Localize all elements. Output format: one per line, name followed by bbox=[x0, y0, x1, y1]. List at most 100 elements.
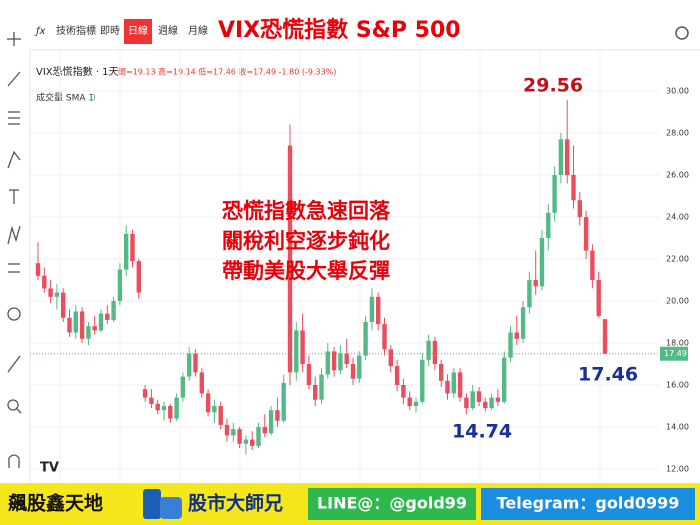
candle-body bbox=[149, 397, 154, 404]
toolbar-tab[interactable]: 月線 bbox=[188, 24, 208, 37]
candle-body bbox=[571, 175, 576, 201]
candle-body bbox=[306, 364, 312, 385]
annotation-note: 帶動美股大舉反彈 bbox=[222, 259, 390, 283]
candle-body bbox=[382, 324, 387, 350]
active-tab bbox=[124, 19, 152, 44]
toolbar-tab[interactable]: 技術指標 bbox=[56, 24, 96, 37]
candle-body bbox=[388, 349, 393, 367]
candle-body bbox=[483, 401, 488, 409]
candle-body bbox=[86, 326, 91, 339]
candle-body bbox=[155, 403, 160, 411]
candle-body bbox=[193, 353, 198, 373]
candle-body bbox=[533, 280, 538, 287]
candle-body bbox=[565, 139, 570, 175]
candle-body bbox=[61, 292, 66, 318]
candle-body bbox=[476, 391, 482, 402]
chart-title: VIX恐慌指數 S&P 500 bbox=[218, 17, 461, 43]
annotation-note: 恐慌指數急速回落 bbox=[222, 199, 391, 223]
candle-body bbox=[583, 217, 589, 251]
candle-body bbox=[514, 332, 519, 339]
tv-logo: TV bbox=[40, 461, 59, 476]
candle-body bbox=[256, 427, 261, 446]
toolbar-tab[interactable]: 週線 bbox=[158, 24, 178, 37]
y-tick-label: 14.00 bbox=[666, 423, 689, 432]
thumb-icon bbox=[160, 497, 182, 519]
annotation-note: 關稅利空逐步鈍化 bbox=[222, 229, 390, 253]
settings-icon[interactable] bbox=[675, 26, 689, 40]
candle-body bbox=[111, 301, 116, 320]
candle-body bbox=[48, 288, 53, 297]
banner-name: 飆股鑫天地 bbox=[8, 492, 103, 515]
candle-body bbox=[602, 319, 608, 354]
candle-body bbox=[237, 429, 242, 444]
candle-body bbox=[212, 406, 217, 413]
candle-body bbox=[464, 397, 469, 409]
candle-body bbox=[180, 376, 186, 398]
candle-body bbox=[42, 275, 47, 289]
candle-body bbox=[161, 406, 167, 411]
y-tick-label: 18.00 bbox=[666, 339, 689, 348]
candle-body bbox=[300, 330, 305, 364]
candle-body bbox=[281, 382, 286, 421]
candle-body bbox=[319, 374, 324, 400]
y-tick-label: 30.00 bbox=[666, 87, 689, 96]
candle-body bbox=[338, 353, 343, 371]
candle-body bbox=[54, 292, 60, 297]
candle-body bbox=[205, 393, 211, 413]
candle-body bbox=[79, 311, 85, 339]
left-toolbar bbox=[7, 32, 22, 468]
y-tick-label: 22.00 bbox=[666, 255, 689, 264]
candle-body bbox=[363, 322, 368, 356]
candle-body bbox=[394, 366, 400, 385]
candle-body bbox=[130, 233, 135, 262]
candle-body bbox=[539, 238, 545, 287]
candle-body bbox=[325, 351, 330, 375]
candle-body bbox=[73, 311, 78, 333]
candle-body bbox=[451, 372, 456, 394]
candle-body bbox=[268, 410, 274, 434]
candle-body bbox=[313, 385, 318, 400]
candle-body bbox=[357, 355, 362, 379]
candle-body bbox=[67, 317, 72, 333]
y-tick-label: 24.00 bbox=[666, 213, 689, 222]
candle-body bbox=[199, 372, 204, 394]
toolbar-tab[interactable]: 即時 bbox=[100, 25, 120, 37]
candle-body bbox=[426, 340, 431, 360]
candle-body bbox=[35, 263, 41, 276]
banner-line[interactable]: LINE@：@gold99 bbox=[317, 494, 467, 513]
y-tick-label: 28.00 bbox=[666, 129, 689, 138]
candle-body bbox=[250, 439, 255, 446]
toolbar-tab[interactable]: 日線 bbox=[128, 24, 148, 37]
candle-body bbox=[105, 313, 110, 320]
candle-body bbox=[376, 296, 381, 325]
fx-icon: ƒx bbox=[34, 26, 46, 37]
candle-body bbox=[92, 326, 97, 331]
candle-body bbox=[590, 250, 595, 280]
candle-body bbox=[98, 313, 104, 331]
candle-body bbox=[231, 429, 236, 436]
candle-body bbox=[495, 397, 501, 402]
candle-body bbox=[502, 357, 507, 402]
candle-body bbox=[344, 353, 349, 364]
candle-body bbox=[218, 406, 223, 425]
telegram-box bbox=[481, 488, 695, 520]
annotation-high: 29.56 bbox=[523, 75, 583, 97]
candle-body bbox=[331, 351, 337, 371]
candle-body bbox=[439, 364, 444, 381]
banner-teacher: 股市大師兄 bbox=[188, 492, 283, 515]
candle-body bbox=[243, 439, 249, 444]
price-label-box bbox=[660, 346, 688, 361]
banner-telegram[interactable]: Telegram：gold0999 bbox=[497, 494, 680, 513]
candle-body bbox=[508, 332, 513, 358]
candle-body bbox=[520, 307, 526, 339]
candle-body bbox=[558, 139, 564, 175]
y-tick-label: 16.00 bbox=[666, 381, 689, 390]
legend-volume-value: 0 bbox=[90, 94, 96, 104]
candle-body bbox=[224, 424, 230, 436]
legend-symbol: VIX恐慌指數 · 1天 bbox=[36, 65, 119, 78]
candle-body bbox=[142, 389, 148, 398]
candle-body bbox=[174, 397, 179, 419]
price-label: 17.49 bbox=[664, 349, 687, 358]
candle-body bbox=[577, 200, 582, 217]
legend-volume: 成交量 SMA 1 bbox=[36, 92, 94, 104]
